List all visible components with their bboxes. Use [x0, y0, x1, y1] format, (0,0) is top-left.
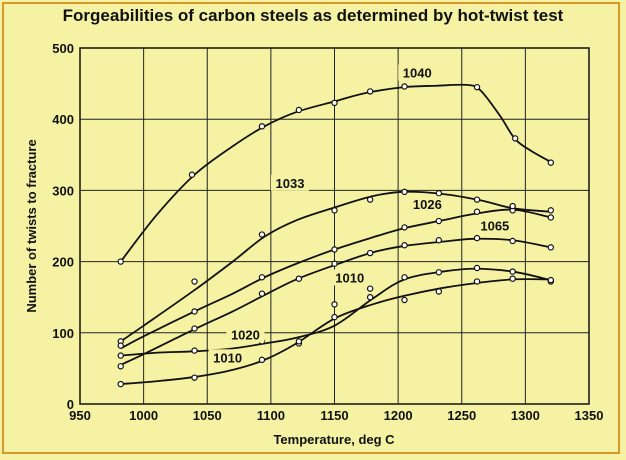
series-label-bg [398, 64, 437, 81]
data-point-1010 [117, 380, 124, 388]
data-point-1026 [473, 208, 481, 215]
y-tick-label: 0 [67, 397, 74, 412]
y-tick-label: 500 [52, 41, 74, 56]
data-point-1033 [435, 190, 443, 197]
data-point-1020 [401, 274, 408, 281]
x-tick-label: 1150 [320, 408, 348, 423]
data-point-1026 [331, 246, 338, 253]
x-tick-label: 950 [69, 408, 91, 423]
x-tick-label: 1000 [129, 408, 158, 423]
data-point-1010 [366, 294, 374, 301]
data-point-1010 [191, 374, 198, 381]
data-point-1026 [509, 202, 516, 210]
series-label-bg [475, 217, 514, 234]
data-point-1010 [331, 313, 338, 321]
data-point-1065 [473, 234, 481, 242]
data-point-1065 [401, 242, 408, 249]
x-tick-label: 1100 [257, 408, 285, 423]
data-point-1026 [258, 274, 266, 281]
series-labels: 1040 1033 1026 1065 1010 1020 1010 [208, 64, 514, 366]
data-point-1020 [366, 285, 374, 292]
data-point-1033 [331, 207, 338, 214]
y-axis-label: Number of twists to fracture [24, 139, 39, 312]
data-point-1020 [435, 269, 443, 276]
x-tick-label: 1350 [575, 408, 604, 423]
x-tick-label: 1200 [384, 408, 413, 423]
data-point-1040 [401, 83, 408, 90]
series-label-bg [270, 174, 309, 191]
series-label: 1033 [276, 176, 305, 191]
data-point-1040 [188, 171, 196, 178]
series-label: 1010 [213, 350, 242, 365]
data-point-1040 [331, 99, 338, 107]
data-point-1026 [435, 217, 443, 225]
data-point-1065 [191, 325, 198, 332]
data-point-1020 [473, 264, 481, 272]
data-point-1040 [366, 88, 374, 95]
data-point-1040 [547, 159, 555, 166]
series-line-1040 [120, 83, 552, 263]
series-label: 1040 [403, 65, 432, 80]
data-point-1033 [366, 196, 374, 203]
series-label: 1065 [480, 219, 509, 234]
series-label-bg [208, 349, 247, 366]
data-point-1020 [117, 352, 124, 359]
series-label: 1010 [335, 271, 364, 286]
data-point-1020 [331, 301, 338, 308]
x-tick-label: 1250 [447, 408, 476, 423]
chart-title: Forgeabilities of carbon steels as deter… [62, 6, 564, 25]
series-label: 1020 [231, 327, 260, 342]
y-tick-label: 400 [52, 112, 74, 127]
data-point-1010 [295, 338, 303, 345]
data-point-1065 [331, 260, 338, 267]
y-tick-label: 200 [52, 255, 74, 270]
data-point-1010 [401, 296, 408, 304]
data-point-1065 [366, 249, 374, 257]
data-point-1040 [511, 135, 519, 142]
chart-frame [2, 2, 620, 454]
data-point-1020 [509, 268, 516, 275]
tick-labels: 950 1000 1050 1100 1150 1200 1250 1300 1350 0 100 2… [52, 41, 603, 423]
data-point-1010 [473, 278, 481, 285]
data-point-1065 [258, 290, 266, 297]
plot-border [79, 47, 590, 405]
data-point-1040 [258, 123, 266, 130]
data-point-1010 [547, 276, 555, 284]
data-point-1033 [191, 278, 198, 285]
x-axis-label: Temperature, deg C [273, 432, 395, 447]
y-tick-label: 300 [52, 183, 74, 198]
data-point-1033 [547, 207, 555, 214]
data-point-1040 [295, 106, 303, 114]
data-point-1065 [295, 275, 303, 282]
series-label-bg [408, 196, 447, 213]
data-point-1020 [191, 347, 198, 354]
data-point-1026 [401, 224, 408, 231]
data-point-1026 [547, 214, 555, 221]
series-points [117, 83, 555, 388]
data-point-1040 [117, 258, 124, 265]
data-point-1010 [435, 288, 443, 295]
data-point-1065 [117, 363, 124, 370]
series-label-bg [330, 269, 369, 286]
series-label-bg [226, 326, 265, 343]
x-tick-label: 1300 [511, 408, 540, 423]
data-point-1065 [509, 237, 516, 245]
y-tick-label: 100 [52, 326, 74, 341]
series-label: 1026 [413, 197, 442, 212]
x-tick-label: 1050 [193, 408, 222, 423]
data-point-1033 [401, 188, 408, 196]
data-point-1033 [258, 231, 266, 238]
data-point-1026 [191, 308, 198, 315]
data-point-1026 [117, 342, 124, 349]
data-point-1010 [509, 275, 516, 282]
data-point-1065 [435, 237, 443, 244]
data-point-1040 [473, 83, 481, 91]
data-point-1033 [473, 196, 481, 203]
data-point-1065 [547, 244, 555, 251]
data-point-1010 [258, 356, 266, 364]
